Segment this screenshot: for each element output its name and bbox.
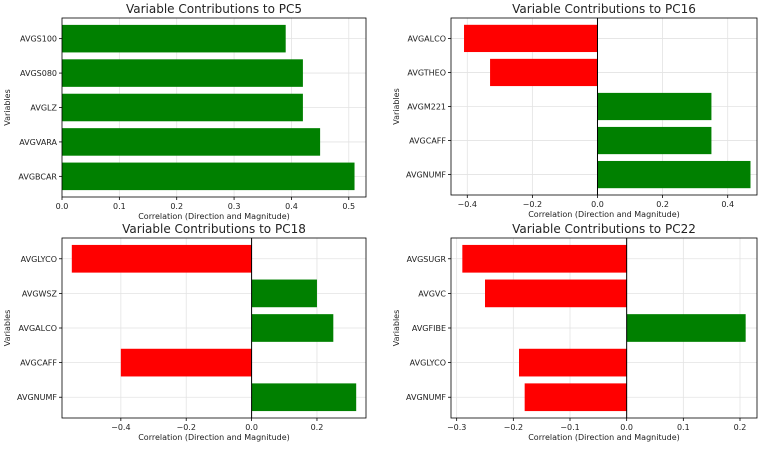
x-tick-label: 0.4 bbox=[721, 200, 734, 209]
x-tick-label: 0.2 bbox=[734, 423, 747, 432]
bar-avgm221 bbox=[597, 92, 712, 121]
x-tick-label: 0.1 bbox=[677, 423, 690, 432]
chart-title: Variable Contributions to PC18 bbox=[122, 222, 306, 236]
x-tick-label: −0.2 bbox=[523, 200, 542, 209]
bar-avgtheo bbox=[490, 58, 598, 87]
x-tick-label: 0.4 bbox=[285, 202, 298, 211]
bar-avgbcar bbox=[62, 162, 355, 191]
bar-avgalco bbox=[464, 24, 598, 53]
y-tick-label: AVGVC bbox=[418, 289, 446, 298]
bar-avgs080 bbox=[62, 59, 303, 87]
bar-avglyco bbox=[71, 244, 252, 273]
y-tick-label: AVGM221 bbox=[407, 103, 446, 112]
y-tick-label: AVGNUMF bbox=[406, 393, 446, 402]
x-tick-label: −0.4 bbox=[111, 423, 130, 432]
x-tick-label: −0.1 bbox=[560, 423, 579, 432]
y-tick-label: AVGTHEO bbox=[407, 68, 446, 77]
bar-avgalco bbox=[251, 314, 334, 342]
x-tick-label: 0.2 bbox=[311, 423, 324, 432]
x-tick-label: −0.2 bbox=[176, 423, 195, 432]
y-tick-label: AVGLYCO bbox=[410, 359, 446, 368]
y-tick-label: AVGWSZ bbox=[22, 289, 58, 298]
bar-avgnumf bbox=[524, 383, 627, 412]
y-tick-label: AVGBCAR bbox=[18, 172, 57, 181]
bar-avgcaff bbox=[120, 348, 252, 377]
chart-title: Variable Contributions to PC5 bbox=[126, 2, 302, 16]
bar-avgnumf bbox=[251, 383, 357, 412]
panel-pc-2: AVGALCO AVGTHEO AVGM221 AVGCAFF AVGNUMF −0.4 −… bbox=[392, 2, 758, 219]
panel-pc-4: AVGSUGR AVGVC AVGFIBE AVGLYCO AVGNUMF −0.3 −0.… bbox=[392, 222, 758, 442]
y-tick-label: AVGCAFF bbox=[409, 137, 446, 146]
x-axis-label: Correlation (Direction and Magnitude) bbox=[138, 212, 290, 221]
x-tick-label: 0.0 bbox=[620, 423, 633, 432]
x-tick-label: 0.3 bbox=[228, 202, 241, 211]
x-tick-label: 0.0 bbox=[56, 202, 69, 211]
y-tick-label: AVGNUMF bbox=[406, 171, 446, 180]
y-axis-label: Variables bbox=[392, 88, 401, 125]
y-axis-label: Variables bbox=[3, 310, 12, 347]
x-tick-label: −0.4 bbox=[458, 200, 477, 209]
bar-avgcaff bbox=[597, 126, 712, 155]
x-tick-label: 0.5 bbox=[342, 202, 355, 211]
x-tick-label: −0.3 bbox=[447, 423, 466, 432]
y-tick-label: AVGS100 bbox=[20, 35, 57, 44]
bar-avgfibe bbox=[626, 314, 746, 342]
y-tick-label: AVGALCO bbox=[408, 34, 446, 43]
bar-avglz bbox=[62, 93, 303, 122]
y-tick-label: AVGNUMF bbox=[17, 393, 57, 402]
x-tick-label: 0.2 bbox=[656, 200, 669, 209]
x-tick-label: 0.1 bbox=[113, 202, 126, 211]
x-axis-label: Correlation (Direction and Magnitude) bbox=[528, 433, 680, 442]
x-tick-label: 0.2 bbox=[170, 202, 183, 211]
bar-avgvc bbox=[485, 279, 627, 308]
panel-pc-3: AVGLYCO AVGWSZ AVGALCO AVGCAFF AVGNUMF −0.4 −0… bbox=[3, 222, 367, 442]
x-tick-label: 0.0 bbox=[591, 200, 604, 209]
y-tick-label: AVGS080 bbox=[20, 69, 57, 78]
y-tick-label: AVGALCO bbox=[19, 324, 57, 333]
y-axis-label: Variables bbox=[392, 310, 401, 347]
y-tick-label: AVGSUGR bbox=[407, 255, 447, 264]
panel-pc-1: AVGS100 AVGS080 AVGLZ AVGVARA AVGBCAR 0.0 0.1 0… bbox=[3, 2, 367, 221]
y-tick-label: AVGFIBE bbox=[412, 324, 446, 333]
y-tick-label: AVGLYCO bbox=[21, 255, 57, 264]
bar-avgs100 bbox=[62, 24, 286, 53]
bar-avgwsz bbox=[251, 279, 317, 308]
x-tick-label: −0.2 bbox=[504, 423, 523, 432]
y-tick-label: AVGCAFF bbox=[20, 359, 57, 368]
chart-title: Variable Contributions to PC16 bbox=[512, 2, 696, 16]
x-axis-label: Correlation (Direction and Magnitude) bbox=[528, 210, 680, 219]
chart-title: Variable Contributions to PC22 bbox=[512, 222, 696, 236]
bar-avgsugr bbox=[462, 244, 627, 273]
y-tick-label: AVGVARA bbox=[19, 138, 57, 147]
y-tick-label: AVGLZ bbox=[30, 104, 57, 113]
x-tick-label: 0.0 bbox=[245, 423, 258, 432]
x-axis-label: Correlation (Direction and Magnitude) bbox=[138, 433, 290, 442]
bar-avgnumf bbox=[597, 160, 751, 189]
y-axis-label: Variables bbox=[3, 89, 12, 126]
bar-avgvara bbox=[62, 128, 321, 156]
bar-avglyco bbox=[519, 348, 627, 377]
